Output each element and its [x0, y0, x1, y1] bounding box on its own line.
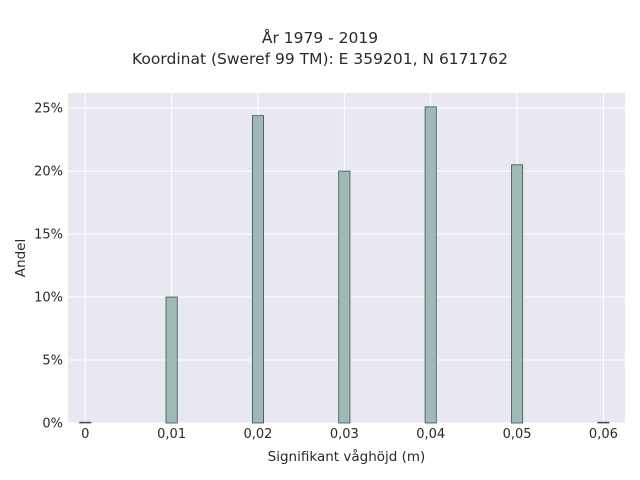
y-tick-label: 0% — [42, 417, 63, 432]
x-tick-label: 0,01 — [157, 427, 186, 442]
x-tick-label: 0,03 — [330, 427, 359, 442]
y-tick-label: 25% — [34, 102, 63, 117]
x-axis-ticks: 0 0,01 0,02 0,03 0,04 0,05 0,06 — [81, 427, 618, 442]
bar — [251, 115, 264, 424]
y-tick-label: 10% — [34, 291, 63, 306]
bars — [79, 106, 610, 424]
y-tick-label: 5% — [42, 354, 63, 369]
bar — [597, 421, 610, 424]
x-tick-label: 0,05 — [503, 427, 532, 442]
bar — [511, 164, 524, 424]
x-tick-label: 0,06 — [589, 427, 618, 442]
y-tick-label: 15% — [34, 228, 63, 243]
bar — [165, 296, 178, 424]
x-tick-label: 0,04 — [416, 427, 445, 442]
x-tick-label: 0,02 — [244, 427, 273, 442]
y-axis-ticks: 0% 5% 10% 15% 20% 25% — [34, 102, 63, 432]
chart-title-line-1: År 1979 - 2019 — [261, 29, 379, 47]
x-tick-label: 0 — [81, 427, 89, 442]
chart-title-line-2: Koordinat (Sweref 99 TM): E 359201, N 61… — [132, 50, 508, 68]
x-axis-label: Signifikant våghöjd (m) — [268, 448, 426, 465]
bar — [338, 170, 351, 424]
y-axis-label: Andel — [13, 239, 29, 277]
bar — [79, 421, 92, 424]
bar — [424, 106, 437, 424]
y-tick-label: 20% — [34, 165, 63, 180]
